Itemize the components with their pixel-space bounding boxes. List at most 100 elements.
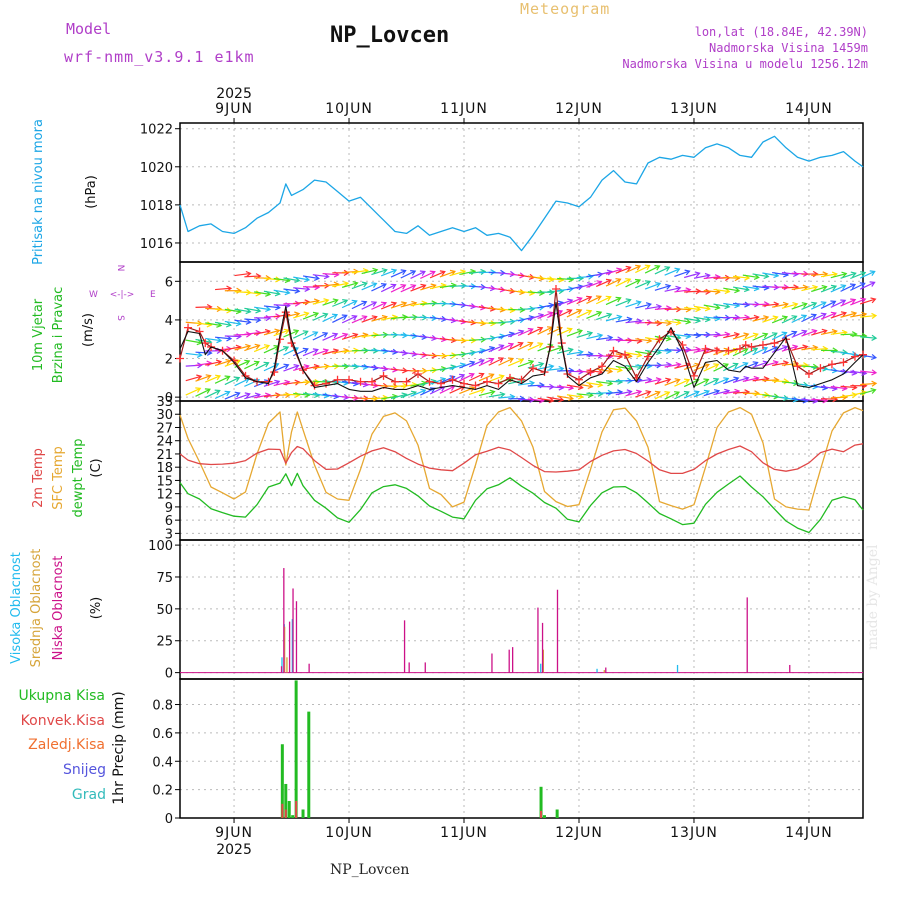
precip-unit-label: 1hr Precip (mm)	[111, 691, 127, 804]
wind-arrow-head	[488, 373, 495, 379]
wind-arrow	[557, 395, 574, 400]
wind-gust-marker	[586, 368, 595, 377]
wind-arrow-head	[478, 372, 485, 379]
wind-arrow	[293, 301, 310, 305]
wind-arrow	[772, 271, 789, 276]
wind-arrow	[586, 392, 603, 395]
wind-arrow	[860, 382, 877, 386]
temperature-ytick-label: 30	[156, 408, 173, 423]
wind-arrow-head	[499, 391, 506, 398]
wind-arrow	[508, 330, 524, 338]
wind-arrow	[185, 375, 202, 382]
wind-arrow	[723, 377, 739, 385]
wind-arrow	[527, 384, 544, 387]
wind-arrow-head	[372, 364, 379, 371]
precip-bar	[281, 803, 284, 818]
wind-arrow-head	[529, 289, 536, 296]
wind-gust-marker	[574, 375, 583, 384]
wind-arrow-head	[615, 296, 622, 303]
x-top-tick-label: 12JUN	[555, 101, 603, 117]
wind-arrow	[625, 390, 642, 397]
wind-arrow	[566, 384, 583, 389]
wind-arrow-head	[420, 283, 427, 290]
temperature-ytick-label: 18	[156, 461, 173, 476]
wind-arrow	[615, 318, 632, 323]
wind-arrow	[615, 299, 631, 307]
wind-arrow-head	[586, 330, 594, 337]
wind-arrow	[586, 311, 602, 319]
wind-arrow-head	[634, 278, 642, 285]
wind-arrow	[195, 322, 212, 326]
wind-arrow	[781, 272, 798, 276]
wind-arrow	[664, 379, 680, 386]
wind-arrow-head	[849, 283, 857, 290]
wind-arrow	[713, 288, 730, 293]
wind-arrow-head	[596, 280, 603, 286]
wind-arrow	[850, 282, 865, 291]
wind-arrow	[703, 316, 720, 320]
wind-arrow-head	[216, 284, 221, 289]
wind-arrow-head	[666, 305, 672, 312]
wind-arrow-head	[548, 363, 555, 370]
wind-arrow-head	[566, 327, 573, 334]
wind-arrow	[664, 334, 681, 339]
wind-gust-marker	[804, 369, 813, 378]
wind-arrow-head	[469, 386, 476, 392]
wind-arrow	[742, 316, 759, 321]
wind-arrow-head	[488, 357, 495, 364]
wind-arrow-head	[646, 337, 653, 344]
temperature-ytick-label: 15	[156, 474, 173, 489]
wind-arrow	[234, 393, 250, 400]
wind-arrow	[762, 316, 778, 323]
wind-gust-marker	[643, 352, 652, 361]
wind-arrow-head	[655, 282, 662, 288]
wind-arrow-head	[782, 301, 789, 308]
wind-arrow	[302, 331, 318, 340]
wind-arrow	[196, 283, 212, 287]
wind-arrow-head	[470, 319, 477, 326]
wind-arrow	[752, 378, 769, 382]
wind-arrow-head	[382, 365, 389, 372]
wind-arrow-head	[195, 387, 202, 393]
wind-arrow-head	[763, 272, 770, 280]
wind-arrow	[801, 330, 817, 337]
compass-e-label: E	[150, 290, 156, 300]
wind-arrow-head	[224, 390, 231, 397]
wind-arrow	[488, 393, 505, 398]
temperature-ytick-label: 6	[165, 514, 173, 529]
wind-arrow-head	[714, 274, 721, 281]
wind-arrow	[654, 391, 670, 400]
wind-arrow-head	[752, 347, 759, 354]
wind-arrow	[381, 269, 397, 277]
wind-arrow-head	[675, 285, 682, 292]
wind-arrow-head	[605, 295, 612, 302]
wind-arrow	[605, 268, 622, 275]
precip-ytick-label: 0.4	[152, 755, 173, 770]
wind-arrow-head	[460, 337, 467, 344]
x-bottom-tick-label: 14JUN	[785, 825, 833, 841]
wind-arrow-head	[753, 273, 760, 280]
wind-arrow	[830, 350, 847, 354]
wind-arrow	[664, 287, 681, 292]
wind-arrow	[732, 333, 749, 340]
wind-arrow	[781, 315, 797, 324]
wind-arrow	[254, 330, 270, 335]
wind-arrow-head	[654, 265, 661, 271]
wind-arrow	[459, 373, 475, 382]
pressure-ytick-label: 1022	[140, 123, 173, 138]
wind-unit-label: (m/s)	[81, 313, 96, 347]
wind-arrow-head	[859, 282, 866, 288]
wind-gust-marker	[425, 377, 434, 386]
wind-arrow-head	[517, 341, 524, 348]
precip-ytick-label: 0.2	[152, 784, 173, 799]
wind-arrow	[586, 295, 602, 304]
wind-arrow-head	[421, 300, 428, 307]
temperature-ytick-label: 21	[156, 448, 173, 463]
wind-arrow	[752, 316, 769, 322]
wind-arrow-head	[802, 284, 809, 291]
wind-arrow	[468, 373, 484, 382]
wind-arrow	[468, 388, 485, 395]
wind-arrow-head	[606, 312, 613, 319]
wind-arrow	[811, 329, 827, 336]
